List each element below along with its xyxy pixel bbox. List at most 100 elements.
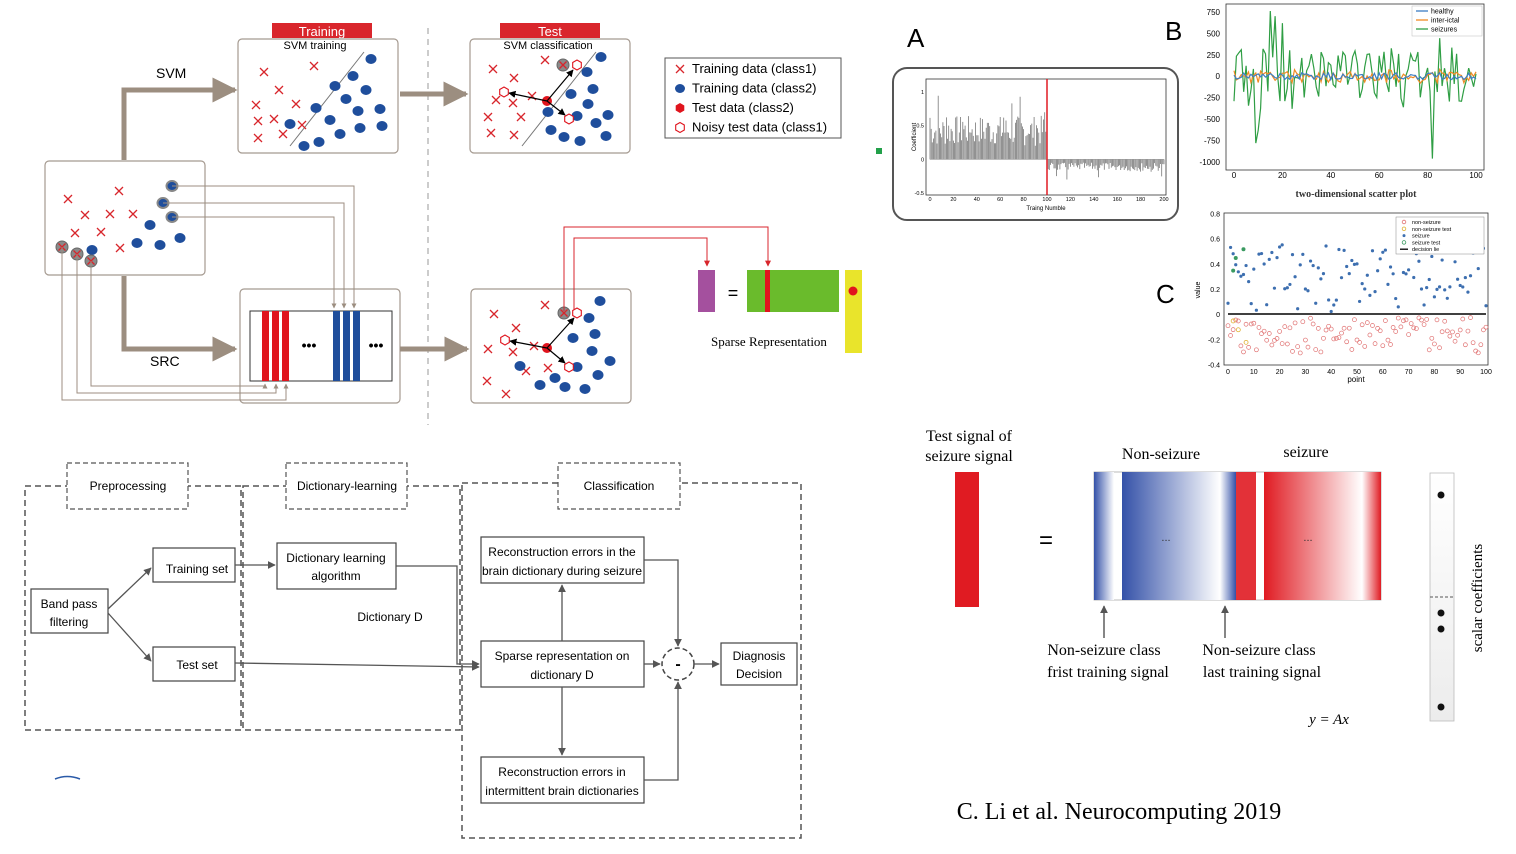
seizure-point: [1298, 263, 1302, 267]
first-signal-line2: frist training signal: [1047, 664, 1169, 681]
training-set-label: Training set: [166, 562, 229, 576]
panel-a-xtick: 100: [1042, 197, 1051, 203]
band-pass-line2: filtering: [50, 615, 89, 629]
panel-c-legend-label: seizure test: [1412, 240, 1441, 246]
svm-test-boundary: [521, 51, 597, 147]
class1-marker: [489, 309, 499, 319]
non-seizure-point: [1326, 323, 1331, 329]
panel-a: A 0 20 40 60 80 100 120 140 160 180 200 -0.5 0 0.5 1 C…: [892, 23, 1179, 221]
seizure-point: [1448, 285, 1452, 289]
class2-marker: [590, 118, 602, 128]
diagnosis-box: [720, 642, 798, 686]
panel-b-ytick: 750: [1207, 8, 1221, 17]
panel-a-xtick: 0: [928, 197, 931, 203]
non-seizure-point: [1460, 316, 1466, 322]
panel-a-xtick: 120: [1066, 197, 1075, 203]
panel-c-ytick: 0: [1216, 312, 1220, 319]
panel-a-ytick: 1: [921, 90, 924, 96]
seizure-point: [1456, 277, 1460, 281]
seizure-point: [1262, 262, 1266, 266]
class2-marker: [347, 71, 359, 81]
training-header-bg: [272, 23, 372, 38]
seizure-point: [1412, 275, 1416, 280]
panel-b-ytick: -500: [1204, 115, 1221, 124]
panel-b-ytick: 0: [1216, 72, 1221, 81]
non-seizure-point: [1432, 341, 1437, 347]
seizure-point: [1337, 247, 1341, 252]
seizure-point: [1430, 254, 1434, 259]
non-seizure-point: [1354, 337, 1360, 343]
panel-a-stems: [929, 95, 1165, 180]
recon-intermittent-line2: intermittent brain dictionaries: [485, 784, 638, 798]
seizure-point: [1280, 243, 1284, 247]
seizure-point: [1437, 285, 1442, 289]
panel-c-legend-label: decision lie: [1412, 247, 1439, 253]
panel-c-ytick: 0.6: [1210, 237, 1220, 244]
seizure-point: [1252, 267, 1256, 271]
seizure-point: [1278, 245, 1282, 249]
seizure-point: [1275, 256, 1279, 260]
non-seizure-dots: ...: [1161, 532, 1170, 544]
recon-intermittent-box: [480, 756, 645, 804]
dict-ellipsis-1: •••: [302, 337, 317, 353]
seizure-point: [1370, 249, 1375, 253]
first-signal-line1: Non-seizure class: [1047, 642, 1160, 659]
class2-marker: [571, 362, 583, 372]
seizure-point: [1365, 273, 1369, 277]
flow-arrow-svm: [121, 77, 238, 160]
seizure-point: [1306, 289, 1310, 293]
distance-arrow: [546, 347, 566, 364]
class1-marker: [491, 95, 501, 105]
legend-label: Training data (class2): [692, 81, 817, 96]
noisy-test-marker: [500, 334, 510, 346]
dictionary-matrix-d: [1093, 471, 1382, 601]
non-seizure-point: [1259, 331, 1264, 336]
non-seizure-point: [1315, 326, 1321, 331]
panel-b-xtick: 0: [1232, 171, 1237, 180]
class2-marker: [534, 380, 546, 390]
class2-marker: [594, 296, 606, 306]
class1-marker: [483, 344, 493, 354]
class2-marker: [144, 220, 156, 230]
seizure-point: [1394, 296, 1398, 301]
seizure-point: [1355, 262, 1359, 266]
panel-b-ytick: -750: [1204, 137, 1221, 146]
class2-marker: [579, 384, 591, 394]
non-seizure-point: [1424, 317, 1430, 322]
test-signal-line1: Test signal of: [926, 428, 1013, 445]
sparse-y-vector: [698, 270, 715, 312]
panel-c-ylabel: value: [1195, 282, 1202, 299]
panel-c-xtick: 50: [1353, 369, 1361, 376]
seizure-point: [1314, 301, 1318, 305]
non-seizure-point: [1290, 349, 1295, 354]
non-seizure-point: [1375, 326, 1380, 331]
panel-a-plot: 0 20 40 60 80 100 120 140 160 180 200 -0.5 0 0.5 1: [915, 79, 1169, 203]
seizure-point: [1427, 277, 1431, 282]
pipeline-diagram: Preprocessing Dictionary-learning Classi…: [24, 462, 802, 839]
panel-c-label: C: [1156, 279, 1175, 309]
seizure-point: [1458, 283, 1462, 288]
non-seizure-point: [1279, 341, 1285, 346]
non-seizure-point: [1230, 327, 1236, 333]
dict-blue-col: [353, 311, 360, 381]
seizure-point: [1401, 270, 1406, 275]
svm-boundary: [289, 51, 365, 147]
seizure-point: [1334, 298, 1338, 302]
legend-box: [664, 57, 842, 139]
non-seizure-point: [1344, 339, 1350, 345]
panel-b-xtick: 80: [1423, 171, 1432, 180]
panel-b-plot: 0 20 40 60 80 100 750 500 250 0 -250 -500 -750 -1000 h…: [1200, 5, 1483, 180]
class1-marker: [675, 64, 685, 74]
class1-marker: [251, 100, 261, 110]
seizure-point: [1339, 276, 1344, 280]
svm-training-points: [251, 54, 388, 151]
non-seizure-point: [1403, 317, 1409, 323]
non-seizure-point: [1483, 324, 1489, 330]
panel-c-xtick: 90: [1456, 369, 1464, 376]
seizure-point: [1236, 270, 1240, 274]
class2-marker: [587, 84, 599, 94]
class1-marker: [501, 389, 511, 399]
seizure-point: [1329, 309, 1333, 314]
panel-a-xtick: 200: [1159, 197, 1168, 203]
panel-c-legend-swatch: [1401, 219, 1407, 225]
